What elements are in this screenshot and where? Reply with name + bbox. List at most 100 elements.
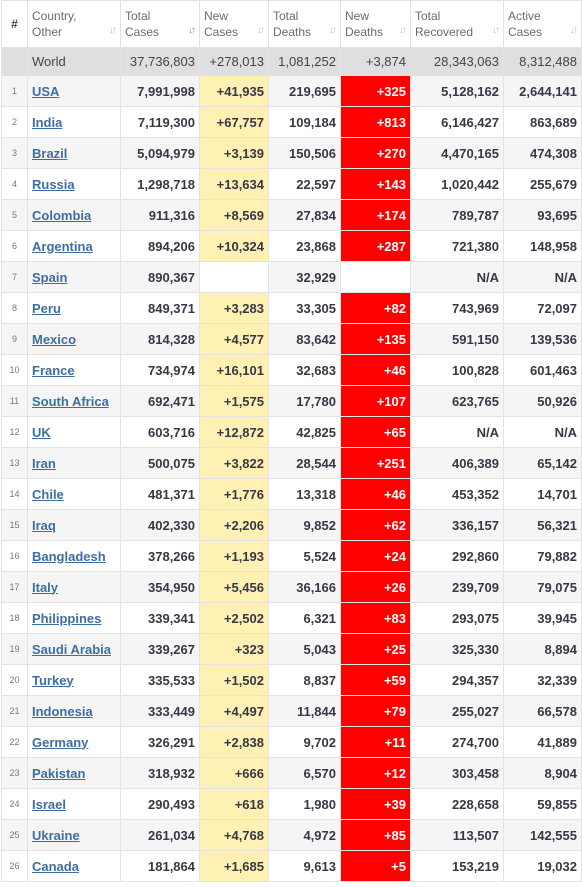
world-total-row: World 37,736,803 +278,013 1,081,252 +3,8… [1, 47, 582, 76]
total-deaths-cell: 109,184 [268, 106, 341, 138]
rank-cell: 22 [1, 726, 28, 758]
column-header-country[interactable]: Country, Other ↓↑ [27, 0, 121, 48]
world-total-recovered-cell: 28,343,063 [410, 47, 504, 76]
country-cell: Chile [27, 478, 121, 510]
table-row: 24 Israel 290,493 +618 1,980 +39 228,658 59,855 [1, 788, 582, 820]
table-row: 23 Pakistan 318,932 +666 6,570 +12 303,458 8,90… [1, 757, 582, 789]
rank-cell: 6 [1, 230, 28, 262]
sort-arrows-icon[interactable]: ↓↑ [570, 25, 578, 36]
new-deaths-cell: +251 [340, 447, 411, 479]
new-deaths-cell: +83 [340, 602, 411, 634]
country-link[interactable]: Iran [32, 455, 56, 471]
column-header-total-cases[interactable]: Total Cases ↓↑ [120, 0, 200, 48]
world-total-cases-cell: 37,736,803 [120, 47, 200, 76]
new-deaths-cell: +325 [340, 75, 411, 107]
country-cell: India [27, 106, 121, 138]
country-link[interactable]: USA [32, 83, 60, 99]
country-link[interactable]: Russia [32, 176, 75, 192]
sort-arrows-icon[interactable]: ↓↑ [109, 25, 117, 36]
country-link[interactable]: Israel [32, 796, 66, 812]
rank-cell: 24 [1, 788, 28, 820]
country-link[interactable]: Indonesia [32, 703, 93, 719]
total-recovered-cell: 228,658 [410, 788, 504, 820]
world-total-deaths-cell: 1,081,252 [268, 47, 341, 76]
active-cases-cell: 65,142 [503, 447, 582, 479]
active-cases-cell: 39,945 [503, 602, 582, 634]
country-link[interactable]: Argentina [32, 238, 93, 254]
total-deaths-cell: 11,844 [268, 695, 341, 727]
country-link[interactable]: Canada [32, 858, 79, 874]
active-cases-cell: 863,689 [503, 106, 582, 138]
header-label-line1: Country, [32, 9, 77, 23]
sort-arrows-icon[interactable]: ↓↑ [257, 25, 265, 36]
world-new-cases-cell: +278,013 [199, 47, 269, 76]
country-link[interactable]: France [32, 362, 75, 378]
country-link[interactable]: India [32, 114, 63, 130]
country-link[interactable]: Iraq [32, 517, 56, 533]
total-recovered-cell: 274,700 [410, 726, 504, 758]
total-deaths-cell: 22,597 [268, 168, 341, 200]
country-link[interactable]: Germany [32, 734, 89, 750]
rank-cell: 16 [1, 540, 28, 572]
active-cases-cell: 79,882 [503, 540, 582, 572]
new-deaths-cell: +26 [340, 571, 411, 603]
column-header-total-deaths[interactable]: Total Deaths ↓↑ [268, 0, 341, 48]
sort-arrows-icon[interactable]: ↓↑ [492, 25, 500, 36]
new-cases-cell: +2,206 [199, 509, 269, 541]
total-deaths-cell: 9,613 [268, 850, 341, 882]
new-cases-cell: +67,757 [199, 106, 269, 138]
column-header-active-cases[interactable]: Active Cases ↓↑ [503, 0, 582, 48]
total-cases-cell: 333,449 [120, 695, 200, 727]
country-link[interactable]: UK [32, 424, 51, 440]
table-row: 18 Philippines 339,341 +2,502 6,321 +83 293,07… [1, 602, 582, 634]
column-header-total-recovered[interactable]: Total Recovered ↓↑ [410, 0, 504, 48]
country-cell: Italy [27, 571, 121, 603]
country-link[interactable]: Chile [32, 486, 64, 502]
active-cases-cell: 14,701 [503, 478, 582, 510]
new-deaths-cell: +59 [340, 664, 411, 696]
total-deaths-cell: 5,524 [268, 540, 341, 572]
country-cell: Colombia [27, 199, 121, 231]
rank-cell: 10 [1, 354, 28, 386]
total-cases-cell: 5,094,979 [120, 137, 200, 169]
country-link[interactable]: Spain [32, 269, 68, 285]
country-link[interactable]: Pakistan [32, 765, 86, 781]
country-link[interactable]: Italy [32, 579, 59, 595]
country-cell: Argentina [27, 230, 121, 262]
country-link[interactable]: Peru [32, 300, 61, 316]
country-link[interactable]: Turkey [32, 672, 74, 688]
country-link[interactable]: Philippines [32, 610, 102, 626]
country-link[interactable]: Colombia [32, 207, 92, 223]
active-cases-cell: 142,555 [503, 819, 582, 851]
country-link[interactable]: Brazil [32, 145, 68, 161]
country-cell: Iraq [27, 509, 121, 541]
sort-arrows-icon[interactable]: ↓↑ [329, 25, 337, 36]
new-cases-cell: +13,634 [199, 168, 269, 200]
country-cell: Pakistan [27, 757, 121, 789]
table-row: 1 USA 7,991,998 +41,935 219,695 +325 5,128,162… [1, 75, 582, 107]
total-recovered-cell: 255,027 [410, 695, 504, 727]
table-row: 11 South Africa 692,471 +1,575 17,780 +107 623… [1, 385, 582, 417]
new-deaths-cell: +85 [340, 819, 411, 851]
country-cell: Brazil [27, 137, 121, 169]
column-header-new-cases[interactable]: New Cases ↓↑ [199, 0, 269, 48]
country-cell: Mexico [27, 323, 121, 355]
table-row: 25 Ukraine 261,034 +4,768 4,972 +85 113,507 142… [1, 819, 582, 851]
table-row: 20 Turkey 335,533 +1,502 8,837 +59 294,357 32,3… [1, 664, 582, 696]
column-header-new-deaths[interactable]: New Deaths ↓↑ [340, 0, 411, 48]
total-cases-cell: 402,330 [120, 509, 200, 541]
new-cases-cell: +618 [199, 788, 269, 820]
country-link[interactable]: South Africa [32, 393, 109, 409]
total-deaths-cell: 17,780 [268, 385, 341, 417]
country-link[interactable]: Bangladesh [32, 548, 106, 564]
sort-arrows-icon[interactable]: ↓↑ [188, 25, 196, 36]
table-row: 4 Russia 1,298,718 +13,634 22,597 +143 1,020,4… [1, 168, 582, 200]
table-row: 2 India 7,119,300 +67,757 109,184 +813 6,146,4… [1, 106, 582, 138]
country-link[interactable]: Ukraine [32, 827, 80, 843]
country-link[interactable]: Mexico [32, 331, 77, 347]
sort-arrows-icon[interactable]: ↓↑ [399, 25, 407, 36]
rank-cell: 26 [1, 850, 28, 882]
country-link[interactable]: Saudi Arabia [32, 641, 111, 657]
header-label-line2: Deaths [345, 25, 384, 39]
header-label-line2: Other [32, 25, 63, 39]
